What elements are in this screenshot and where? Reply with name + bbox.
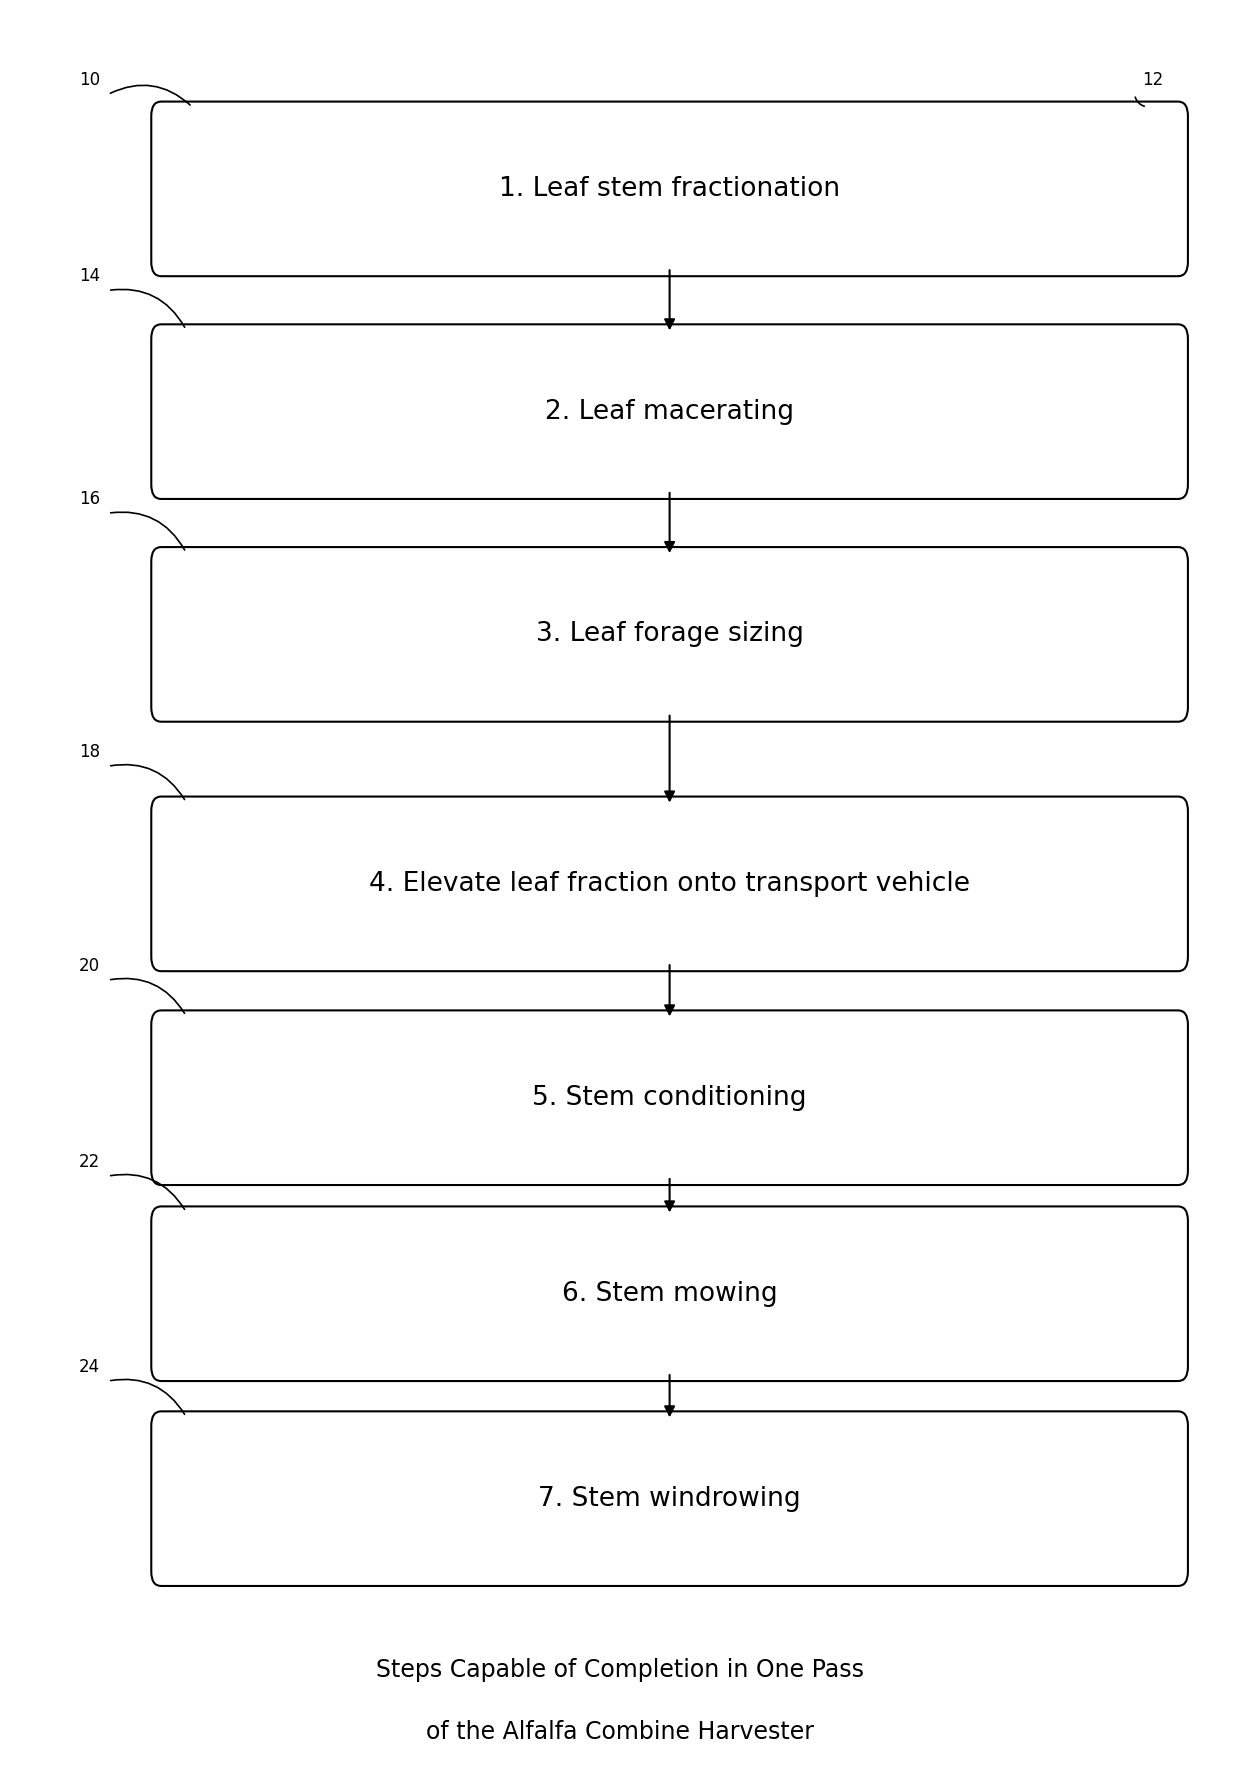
FancyBboxPatch shape [151,324,1188,499]
Text: Steps Capable of Completion in One Pass: Steps Capable of Completion in One Pass [376,1657,864,1682]
Text: 6. Stem mowing: 6. Stem mowing [562,1281,777,1306]
Text: 3. Leaf forage sizing: 3. Leaf forage sizing [536,622,804,647]
Text: of the Alfalfa Combine Harvester: of the Alfalfa Combine Harvester [427,1720,813,1745]
Text: 18: 18 [78,743,100,761]
Text: 4. Elevate leaf fraction onto transport vehicle: 4. Elevate leaf fraction onto transport … [370,871,970,896]
FancyBboxPatch shape [151,547,1188,722]
FancyBboxPatch shape [151,1206,1188,1381]
Text: 7. Stem windrowing: 7. Stem windrowing [538,1486,801,1511]
FancyBboxPatch shape [151,1411,1188,1586]
Text: 16: 16 [78,490,100,508]
FancyBboxPatch shape [151,102,1188,276]
Text: 12: 12 [1142,71,1164,89]
Text: 14: 14 [78,267,100,285]
FancyBboxPatch shape [151,1010,1188,1185]
Text: 2. Leaf macerating: 2. Leaf macerating [546,399,794,424]
Text: 20: 20 [78,957,100,975]
Text: 22: 22 [78,1153,100,1171]
Text: 10: 10 [78,71,100,89]
FancyBboxPatch shape [151,797,1188,971]
Text: 5. Stem conditioning: 5. Stem conditioning [532,1085,807,1110]
Text: 1. Leaf stem fractionation: 1. Leaf stem fractionation [498,176,841,201]
Text: 24: 24 [78,1358,100,1376]
